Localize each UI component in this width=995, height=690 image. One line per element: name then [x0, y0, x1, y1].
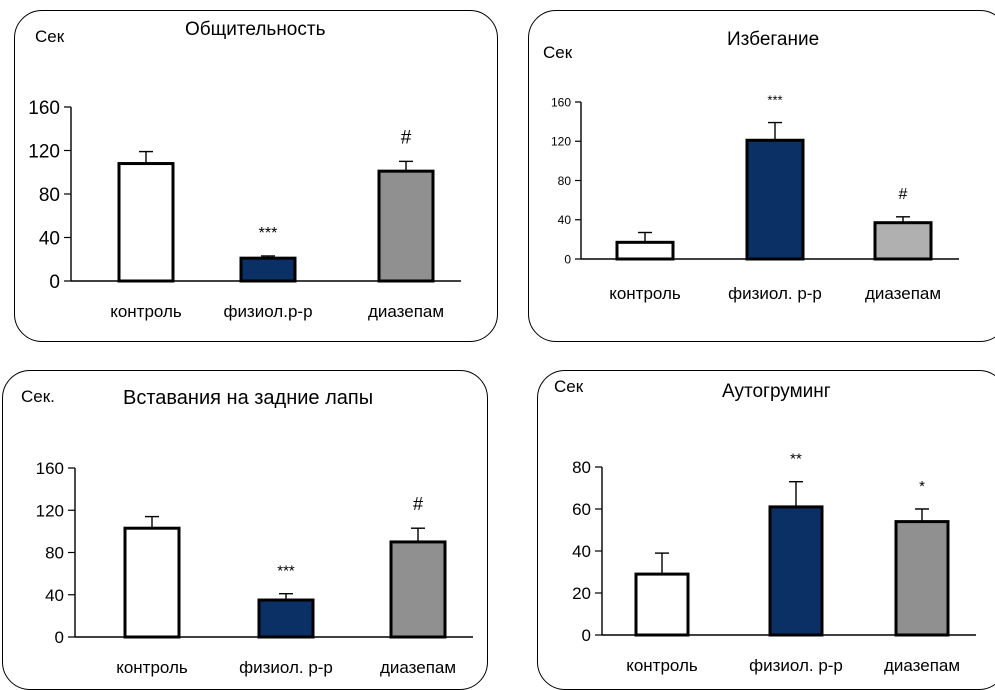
y-tick-label: 120: [36, 501, 64, 520]
chart-plot: 0 20 40 60 80 контроль ** физиол. р-р * диазепам: [572, 451, 976, 675]
y-tick-label: 80: [558, 174, 572, 188]
bar-0: [123, 526, 181, 639]
y-tick-label: 0: [55, 628, 64, 647]
chart-plot: 0 40 80 120 160 контроль *** физиол.р-р # диазепа…: [28, 98, 461, 321]
y-tick-label: 0: [49, 272, 60, 293]
y-tick-label: 40: [572, 542, 591, 561]
significance-mark: ***: [767, 93, 782, 108]
y-tick-label: 40: [558, 213, 572, 227]
chart-panel-sociability: Общительность Сек 0 40 80 120 160 контроль ***…: [14, 10, 498, 342]
y-tick-label: 120: [28, 141, 60, 162]
bar-0: [117, 162, 175, 283]
y-axis-unit: Сек: [543, 43, 573, 62]
y-tick-label: 40: [39, 228, 60, 249]
category-label: диазепам: [368, 302, 444, 321]
chart-title: Аутогруминг: [722, 381, 831, 402]
y-tick-label: 0: [564, 252, 571, 266]
bar-2: [377, 169, 435, 283]
significance-mark: #: [401, 127, 412, 148]
chart-title: Избегание: [727, 29, 820, 50]
chart-title: Вставания на задние лапы: [123, 387, 374, 409]
significance-mark: #: [413, 494, 423, 514]
y-tick-label: 0: [582, 626, 591, 645]
bar-1: [768, 505, 824, 637]
chart-title: Общительность: [185, 19, 326, 40]
category-label: контроль: [626, 656, 698, 675]
y-tick-label: 20: [572, 584, 591, 603]
significance-mark: **: [790, 451, 802, 468]
category-label: диазепам: [865, 284, 941, 303]
y-axis-unit: Сек.: [21, 387, 55, 406]
significance-mark: ***: [259, 225, 278, 242]
category-label: физиол. р-р: [728, 284, 822, 303]
bar-1: [239, 256, 297, 283]
bar-2: [894, 520, 950, 637]
category-label: контроль: [609, 284, 681, 303]
bar-0: [634, 572, 690, 637]
y-tick-label: 80: [45, 544, 64, 563]
significance-mark: ***: [277, 563, 295, 580]
category-label: физиол. р-р: [749, 656, 843, 675]
category-label: диазепам: [380, 658, 456, 677]
category-label: контроль: [116, 658, 188, 677]
bar-2: [873, 221, 933, 261]
chart-panel-rearing: Вставания на задние лапы Сек. 0 40 80 120 16…: [2, 370, 488, 690]
category-label: физиол. р-р: [239, 658, 333, 677]
category-label: физиол.р-р: [223, 302, 312, 321]
y-axis-unit: Сек: [35, 27, 65, 46]
y-tick-label: 160: [28, 98, 60, 119]
category-label: контроль: [110, 302, 182, 321]
category-label: диазепам: [884, 656, 960, 675]
bar-2: [389, 540, 447, 639]
chart-plot: 0 40 80 120 160 контроль *** физиол. р-р # диазеп…: [551, 93, 959, 303]
chart-plot: 0 40 80 120 160 контроль *** физиол. р-р # диазеп…: [36, 459, 473, 677]
bar-0: [615, 240, 675, 261]
significance-mark: *: [919, 478, 925, 495]
y-tick-label: 40: [45, 586, 64, 605]
y-tick-label: 60: [572, 500, 591, 519]
y-axis-unit: Сек: [554, 377, 584, 396]
y-tick-label: 120: [551, 135, 571, 149]
significance-mark: #: [899, 186, 908, 203]
bar-1: [745, 138, 805, 261]
y-tick-label: 80: [572, 458, 591, 477]
chart-panel-avoidance: Избегание Сек 0 40 80 120 160 контроль *** физи…: [528, 10, 995, 342]
y-tick-label: 80: [39, 185, 60, 206]
chart-panel-autogrooming: Аутогруминг Сек 0 20 40 60 80 контроль ** физио…: [537, 370, 995, 690]
y-tick-label: 160: [36, 459, 64, 478]
bar-1: [257, 598, 315, 639]
y-tick-label: 160: [551, 95, 571, 109]
